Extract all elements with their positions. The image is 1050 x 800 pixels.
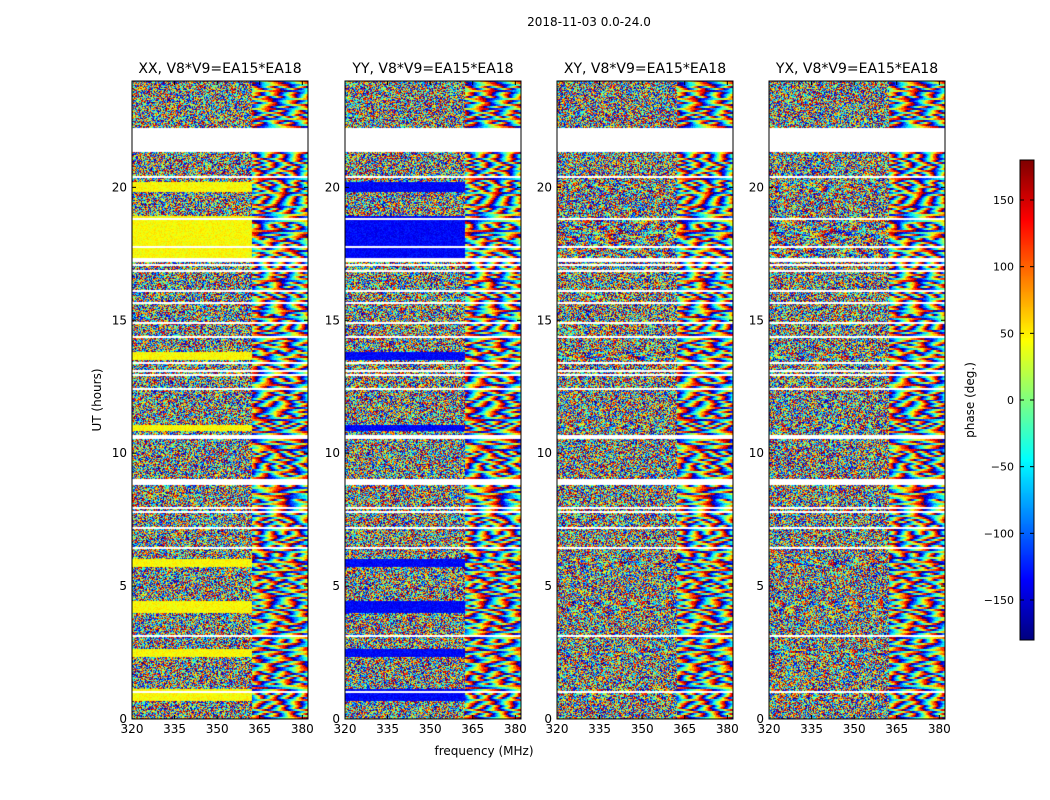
x-tick-label: 335 [800,722,823,736]
x-tick-label: 380 [504,722,527,736]
x-tick-label: 320 [334,722,357,736]
x-tick-label: 320 [546,722,569,736]
figure-suptitle: 2018-11-03 0.0-24.0 [527,15,651,29]
colorbar-tick-label: 50 [1000,327,1014,340]
y-tick-label: 10 [112,446,127,460]
x-tick-label: 380 [291,722,314,736]
y-tick-label: 10 [537,446,552,460]
y-tick-label: 20 [537,180,552,194]
colorbar-tick-label: −150 [984,594,1014,607]
panel-3: XY, V8*V9=EA15*EA18 320 335 350 365 380 0 5 10 15… [537,61,739,736]
x-axis-label: frequency (MHz) [434,744,533,758]
colorbar-gradient [1020,160,1034,640]
y-tick-label: 15 [112,313,127,327]
colorbar-tick-label: −50 [991,461,1014,474]
panel-1: XX, V8*V9=EA15*EA18 320 335 350 365 380 0 5 10 15… [112,61,314,736]
y-tick-label: 20 [749,180,764,194]
colorbar-tick-label: 100 [993,261,1014,274]
colorbar-label: phase (deg.) [963,362,977,438]
x-tick-label: 365 [248,722,271,736]
y-axis-label: UT (hours) [90,368,104,431]
panel-title: YY, V8*V9=EA15*EA18 [351,61,513,77]
colorbar-tick-label: 150 [993,194,1014,207]
x-tick-label: 320 [758,722,781,736]
y-tick-label: 10 [325,446,340,460]
x-tick-label: 365 [885,722,908,736]
y-tick-label: 5 [756,579,764,593]
x-tick-label: 365 [461,722,484,736]
panel-2: YY, V8*V9=EA15*EA18 320 335 350 365 380 0 5 10 15… [325,61,527,736]
panel-4-frame [768,80,946,720]
y-tick-label: 10 [749,446,764,460]
colorbar: 150 100 50 0 −50 −100 −150 [984,159,1035,641]
panel-2-frame [344,80,522,720]
x-tick-label: 380 [928,722,951,736]
panel-4: YX, V8*V9=EA15*EA18 320 335 350 365 380 0 5 10 15… [749,61,951,736]
panel-title: XY, V8*V9=EA15*EA18 [564,61,726,77]
panel-4-raster [769,81,945,719]
panel-title: XX, V8*V9=EA15*EA18 [138,61,301,77]
panel-title: YX, V8*V9=EA15*EA18 [775,61,938,77]
y-tick-label: 20 [112,180,127,194]
panel-3-frame [556,80,734,720]
y-tick-label: 20 [325,180,340,194]
panel-1-raster [132,81,308,719]
x-tick-label: 350 [843,722,866,736]
panels-group: XX, V8*V9=EA15*EA18 320 335 350 365 380 0 5 10 15… [112,61,951,736]
x-tick-label: 335 [376,722,399,736]
x-tick-label: 365 [673,722,696,736]
y-tick-label: 15 [537,313,552,327]
x-tick-label: 350 [631,722,654,736]
y-tick-label: 5 [332,579,340,593]
colorbar-tick-label: −100 [984,527,1014,540]
y-tick-label: 0 [544,712,552,726]
y-tick-label: 0 [756,712,764,726]
colorbar-tick-label: 0 [1007,394,1014,407]
x-tick-label: 320 [121,722,144,736]
x-tick-label: 335 [588,722,611,736]
y-tick-label: 5 [544,579,552,593]
x-tick-label: 350 [419,722,442,736]
x-tick-label: 380 [716,722,739,736]
panel-3-raster [557,81,733,719]
x-tick-label: 350 [206,722,229,736]
x-tick-label: 335 [163,722,186,736]
panel-1-frame [131,80,309,720]
y-tick-label: 15 [749,313,764,327]
panel-2-raster [345,81,521,719]
y-tick-label: 15 [325,313,340,327]
y-tick-label: 0 [332,712,340,726]
y-tick-label: 5 [119,579,127,593]
y-tick-label: 0 [119,712,127,726]
